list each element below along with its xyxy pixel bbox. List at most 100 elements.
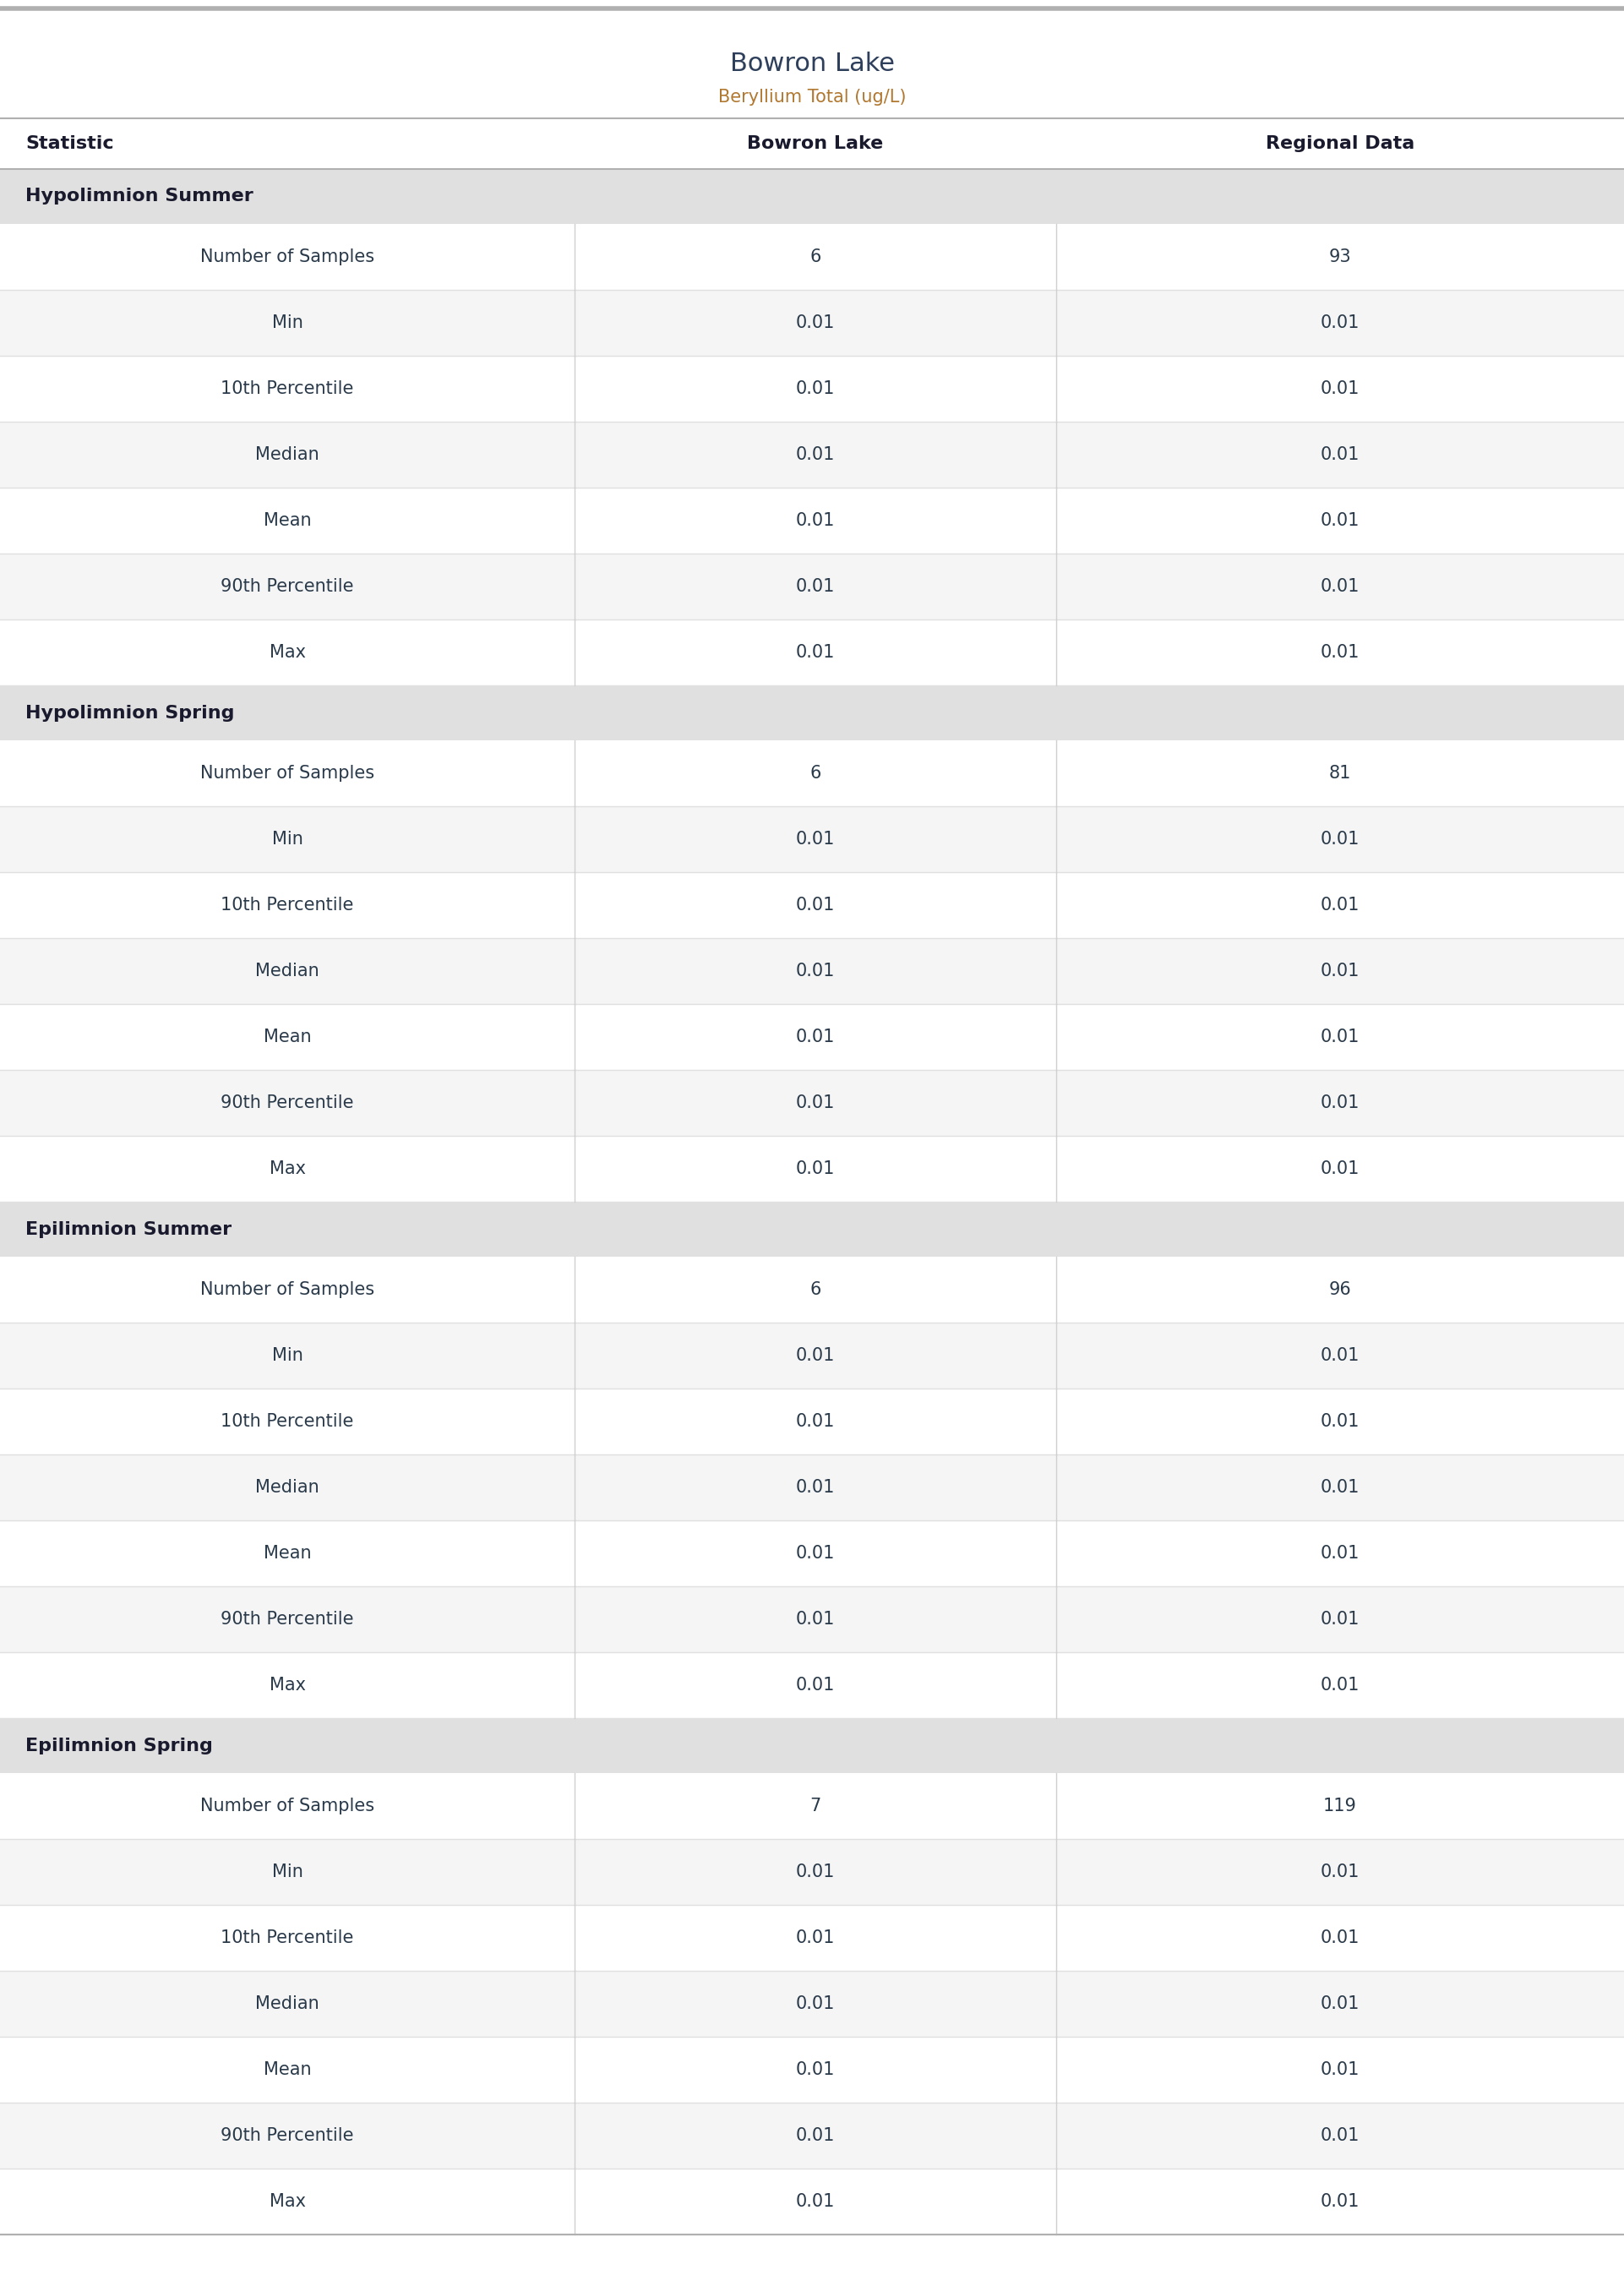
Text: 0.01: 0.01 <box>796 1864 835 1880</box>
Text: 0.01: 0.01 <box>796 1546 835 1562</box>
Bar <box>0 1905 1624 1970</box>
Text: 0.01: 0.01 <box>1320 1160 1359 1178</box>
Text: 0.01: 0.01 <box>1320 1995 1359 2011</box>
Text: 0.01: 0.01 <box>1320 1546 1359 1562</box>
Bar <box>0 1455 1624 1521</box>
Bar <box>0 938 1624 1003</box>
Text: 0.01: 0.01 <box>1320 1612 1359 1628</box>
Text: 0.01: 0.01 <box>796 1094 835 1112</box>
Bar <box>0 1003 1624 1069</box>
Text: 0.01: 0.01 <box>796 313 835 331</box>
Text: Min: Min <box>271 831 302 847</box>
Bar <box>0 422 1624 488</box>
Text: 0.01: 0.01 <box>1320 1412 1359 1430</box>
Text: 0.01: 0.01 <box>796 2193 835 2211</box>
Text: Number of Samples: Number of Samples <box>200 1280 375 1298</box>
Bar <box>0 1323 1624 1389</box>
Text: 0.01: 0.01 <box>1320 579 1359 595</box>
Text: 0.01: 0.01 <box>1320 1480 1359 1496</box>
Text: Mean: Mean <box>263 1546 312 1562</box>
Text: 0.01: 0.01 <box>1320 381 1359 397</box>
Bar <box>0 225 1624 291</box>
Text: Beryllium Total (ug/L): Beryllium Total (ug/L) <box>718 89 906 107</box>
Bar <box>0 291 1624 356</box>
Text: 0.01: 0.01 <box>1320 313 1359 331</box>
Bar <box>0 356 1624 422</box>
Text: 10th Percentile: 10th Percentile <box>221 1412 354 1430</box>
Text: Number of Samples: Number of Samples <box>200 765 375 781</box>
Text: Max: Max <box>270 1160 305 1178</box>
Text: Epilimnion Summer: Epilimnion Summer <box>26 1221 232 1237</box>
Bar <box>0 554 1624 620</box>
Bar <box>0 1587 1624 1653</box>
Text: 0.01: 0.01 <box>796 1995 835 2011</box>
Text: 0.01: 0.01 <box>796 1480 835 1496</box>
Bar <box>0 1521 1624 1587</box>
Text: Bowron Lake: Bowron Lake <box>729 52 895 75</box>
Text: Median: Median <box>255 962 320 978</box>
Bar <box>0 1069 1624 1135</box>
Bar <box>0 806 1624 872</box>
Text: Statistic: Statistic <box>26 136 114 152</box>
Text: 0.01: 0.01 <box>1320 897 1359 913</box>
Text: 0.01: 0.01 <box>796 579 835 595</box>
Text: 0.01: 0.01 <box>796 897 835 913</box>
Text: 90th Percentile: 90th Percentile <box>221 1612 354 1628</box>
Text: 90th Percentile: 90th Percentile <box>221 579 354 595</box>
Text: 0.01: 0.01 <box>1320 447 1359 463</box>
Text: 0.01: 0.01 <box>1320 1864 1359 1880</box>
Bar <box>0 168 1624 225</box>
Text: 93: 93 <box>1328 247 1351 266</box>
Text: 6: 6 <box>810 765 822 781</box>
Text: Median: Median <box>255 1995 320 2011</box>
Text: Min: Min <box>271 1346 302 1364</box>
Text: 10th Percentile: 10th Percentile <box>221 897 354 913</box>
Bar <box>0 1970 1624 2036</box>
Text: 0.01: 0.01 <box>1320 513 1359 529</box>
Text: 10th Percentile: 10th Percentile <box>221 1930 354 1945</box>
Text: 0.01: 0.01 <box>796 962 835 978</box>
Text: Hypolimnion Summer: Hypolimnion Summer <box>26 188 253 204</box>
Text: 0.01: 0.01 <box>796 1028 835 1046</box>
Text: 90th Percentile: 90th Percentile <box>221 1094 354 1112</box>
Text: Number of Samples: Number of Samples <box>200 1798 375 1814</box>
Text: 0.01: 0.01 <box>796 831 835 847</box>
Bar <box>0 2036 1624 2102</box>
Text: 0.01: 0.01 <box>1320 2061 1359 2077</box>
Bar <box>0 686 1624 740</box>
Text: Median: Median <box>255 447 320 463</box>
Text: 0.01: 0.01 <box>1320 645 1359 661</box>
Bar <box>0 2102 1624 2168</box>
Bar <box>0 118 1624 168</box>
Text: 0.01: 0.01 <box>796 1612 835 1628</box>
Text: 7: 7 <box>810 1798 822 1814</box>
Text: 6: 6 <box>810 1280 822 1298</box>
Bar <box>0 1258 1624 1323</box>
Text: 0.01: 0.01 <box>796 2061 835 2077</box>
Text: 0.01: 0.01 <box>796 1346 835 1364</box>
Bar <box>0 1718 1624 1773</box>
Text: 0.01: 0.01 <box>1320 1346 1359 1364</box>
Text: Mean: Mean <box>263 1028 312 1046</box>
Text: 96: 96 <box>1328 1280 1351 1298</box>
Text: 0.01: 0.01 <box>796 645 835 661</box>
Bar <box>0 740 1624 806</box>
Text: Hypolimnion Spring: Hypolimnion Spring <box>26 704 234 722</box>
Text: 81: 81 <box>1328 765 1351 781</box>
Text: Regional Data: Regional Data <box>1265 136 1415 152</box>
Text: 0.01: 0.01 <box>796 1930 835 1945</box>
Bar <box>0 1839 1624 1905</box>
Text: 0.01: 0.01 <box>1320 2127 1359 2145</box>
Bar <box>0 620 1624 686</box>
Text: 6: 6 <box>810 247 822 266</box>
Text: Mean: Mean <box>263 2061 312 2077</box>
Text: 0.01: 0.01 <box>1320 2193 1359 2211</box>
Text: 0.01: 0.01 <box>796 2127 835 2145</box>
Text: 0.01: 0.01 <box>1320 1930 1359 1945</box>
Text: 0.01: 0.01 <box>1320 1678 1359 1693</box>
Text: Min: Min <box>271 1864 302 1880</box>
Text: Median: Median <box>255 1480 320 1496</box>
Text: Max: Max <box>270 1678 305 1693</box>
Text: Bowron Lake: Bowron Lake <box>747 136 883 152</box>
Text: 119: 119 <box>1324 1798 1358 1814</box>
